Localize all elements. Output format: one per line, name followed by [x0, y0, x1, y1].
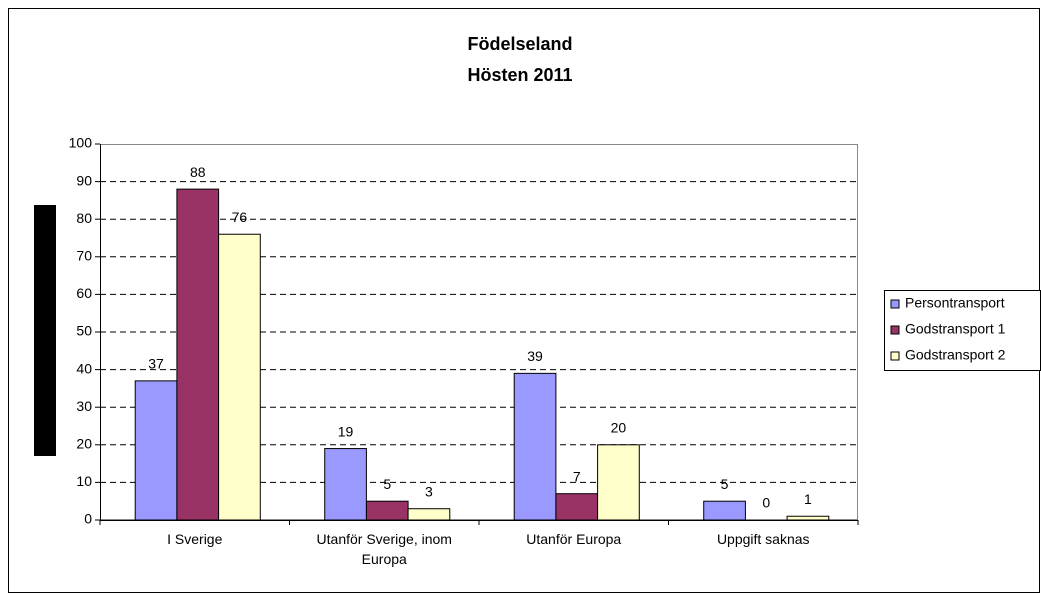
legend-label: Godstransport 2: [905, 347, 1006, 363]
x-tick-label: Utanför Europa: [526, 531, 621, 547]
legend-label: Godstransport 1: [905, 321, 1006, 337]
x-tick-label-line: Europa: [362, 551, 407, 567]
legend-swatch: [890, 299, 900, 309]
bar: [555, 493, 599, 521]
bar: [218, 233, 261, 521]
data-label: 7: [573, 468, 581, 484]
data-label: 5: [383, 476, 391, 492]
legend-swatch: [890, 351, 900, 361]
y-tick-label: 70: [76, 248, 92, 264]
bar: [703, 500, 746, 521]
bar: [786, 515, 830, 521]
bar: [513, 372, 557, 521]
redacted-axis-label: [34, 205, 56, 456]
bar: [176, 188, 220, 521]
y-tick-label: 60: [76, 285, 92, 301]
y-tick-label: 40: [76, 360, 92, 376]
bar: [324, 448, 367, 521]
legend-swatch: [890, 325, 900, 335]
data-label: 19: [338, 423, 354, 439]
x-tick-label-line: Utanför Sverige, inom: [317, 531, 452, 547]
y-tick-label: 30: [76, 398, 92, 414]
data-label: 20: [611, 420, 627, 436]
y-tick-label: 90: [76, 172, 92, 188]
legend: [884, 290, 1041, 371]
legend-label: Persontransport: [905, 295, 1005, 311]
data-label: 5: [721, 476, 729, 492]
data-label: 39: [527, 348, 543, 364]
data-label: 3: [425, 483, 433, 499]
y-tick-label: 100: [69, 135, 93, 151]
x-tick-label: Uppgift saknas: [717, 531, 810, 547]
bar: [407, 508, 451, 521]
data-label: 0: [762, 495, 770, 511]
data-label: 37: [148, 356, 164, 372]
y-tick-label: 50: [76, 323, 92, 339]
chart-title: Födelseland: [467, 34, 572, 54]
y-tick-label: 80: [76, 210, 92, 226]
y-tick-label: 10: [76, 473, 92, 489]
data-label: 76: [232, 209, 248, 225]
data-label: 1: [804, 491, 812, 507]
bar: [365, 500, 409, 521]
x-tick-label: Utanför Sverige, inom Europa: [317, 531, 452, 567]
x-tick-label: I Sverige: [167, 531, 222, 547]
bar: [597, 444, 640, 521]
y-tick-label: 0: [84, 511, 92, 527]
data-label: 88: [190, 164, 206, 180]
bar: [134, 380, 178, 521]
chart-subtitle: Hösten 2011: [467, 65, 572, 85]
y-tick-label: 20: [76, 436, 92, 452]
